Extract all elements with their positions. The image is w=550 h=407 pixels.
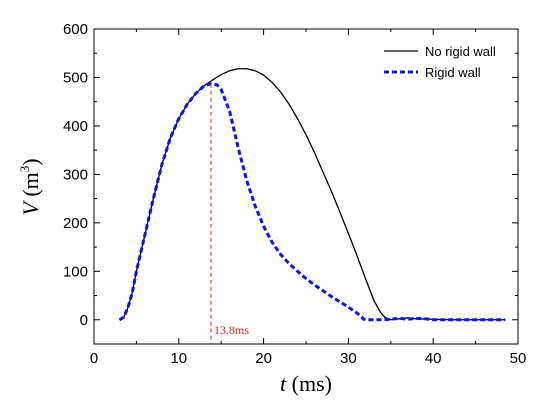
legend-label-2: Rigid wall (425, 65, 481, 80)
x-axis-unit: (ms) (286, 371, 332, 396)
legend: No rigid wall Rigid wall (384, 44, 496, 80)
x-axis-title: t (ms) (280, 371, 332, 396)
y-tick-label: 300 (63, 166, 88, 183)
x-tick-label: 40 (425, 350, 442, 367)
y-tick-label: 200 (63, 215, 88, 232)
series-line-1 (119, 68, 506, 321)
y-axis-unit-superscript: 3 (17, 166, 32, 173)
y-axis-unit-close: ) (18, 158, 43, 165)
legend-label-1: No rigid wall (425, 44, 496, 59)
x-axis-symbol: t (280, 371, 287, 396)
y-axis-symbol: V (18, 200, 43, 216)
x-ticks: 0 10 20 30 40 50 (90, 29, 527, 367)
x-tick-label: 20 (255, 350, 272, 367)
series-line-2 (118, 82, 506, 322)
x-tick-label: 30 (340, 350, 357, 367)
y-ticks: 0 100 200 300 400 500 600 (63, 21, 518, 329)
x-tick-label: 50 (510, 350, 527, 367)
annotation-label: 13.8ms (214, 323, 249, 337)
y-axis-title: V (m3) (17, 158, 43, 215)
y-axis-unit-open: (m (18, 172, 43, 202)
annotation-group: 13.8ms (210, 83, 249, 344)
y-tick-label: 0 (80, 312, 88, 329)
y-tick-label: 600 (63, 21, 88, 38)
y-tick-label: 400 (63, 118, 88, 135)
y-tick-label: 100 (63, 263, 88, 280)
x-tick-label: 10 (170, 350, 187, 367)
x-tick-label: 0 (90, 350, 98, 367)
y-tick-label: 500 (63, 69, 88, 86)
series-group (118, 68, 506, 322)
